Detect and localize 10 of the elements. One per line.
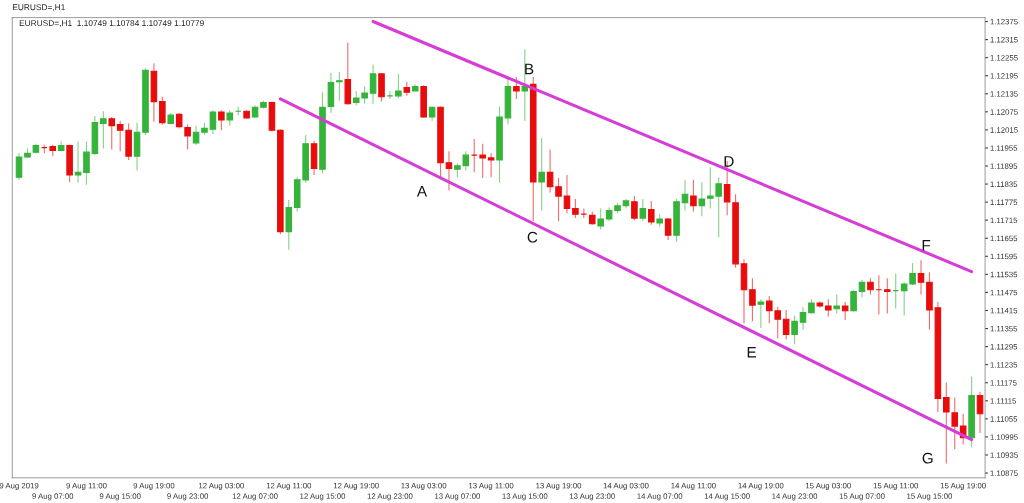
chart-subtitle: EURUSD=,H1 1.10749 1.10784 1.10749 1.10779 (19, 20, 204, 28)
annotation: F (922, 240, 931, 251)
chart-title: EURUSD=,H1 (12, 4, 65, 12)
annotation: C (527, 231, 538, 243)
annotation: E (747, 347, 757, 358)
annotation: B (525, 63, 534, 75)
annotation: G (922, 452, 933, 464)
candlestick (386, 90, 394, 100)
annotation: D (724, 156, 734, 167)
annotation: A (416, 185, 428, 197)
